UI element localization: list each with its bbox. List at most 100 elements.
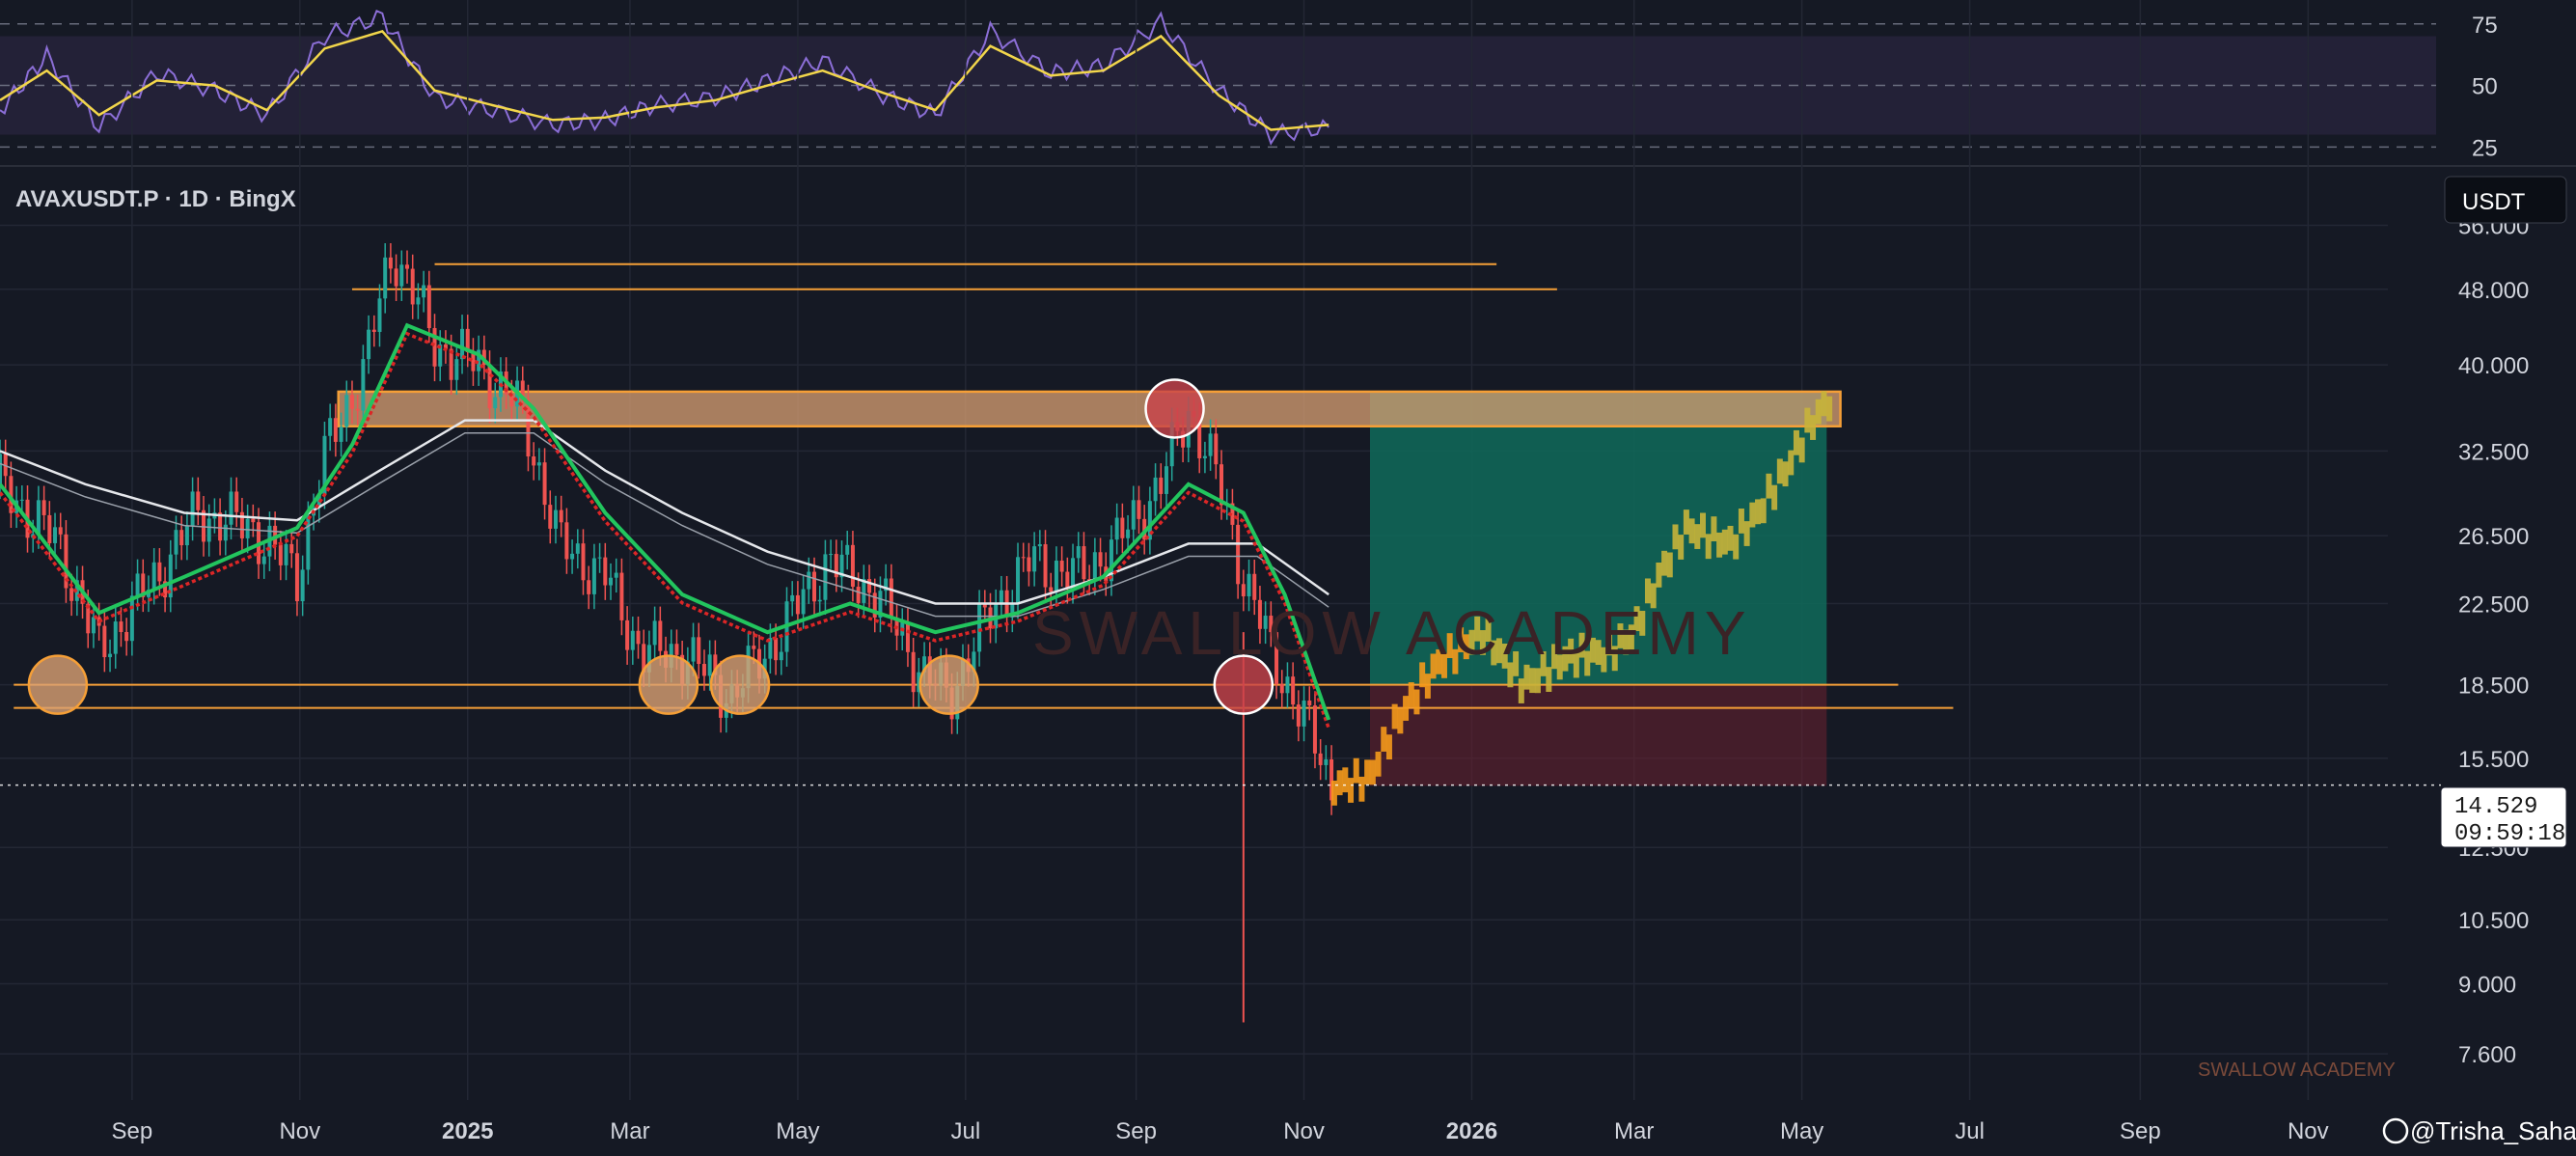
projection-candle: [1556, 654, 1563, 680]
projection-candle: [1562, 646, 1569, 672]
candle: [284, 530, 288, 581]
unit-badge[interactable]: [2444, 176, 2567, 224]
candle-body: [1082, 546, 1086, 580]
candle-body: [471, 352, 476, 372]
candle-body: [768, 638, 773, 659]
candle-body: [168, 554, 173, 598]
candle: [223, 509, 228, 556]
y-tick-label: 15.500: [2458, 747, 2529, 773]
projection-candle: [1440, 652, 1447, 678]
support-touch-circle: [638, 654, 699, 715]
brand-label: SWALLOW ACADEMY: [2198, 1060, 2396, 1081]
projection-candle: [1826, 396, 1833, 422]
candle-body: [278, 544, 283, 565]
candle-body: [1164, 466, 1168, 494]
candle: [1153, 463, 1158, 516]
candle: [1109, 525, 1113, 596]
candle-body: [674, 644, 679, 655]
candle-body: [1230, 503, 1235, 525]
candle: [405, 250, 410, 284]
candle: [1230, 488, 1235, 540]
x-tick-label: May: [1780, 1118, 1823, 1144]
projection-candle: [1639, 611, 1646, 636]
candle: [1257, 586, 1262, 645]
candle-body: [1114, 517, 1119, 540]
candle-body: [707, 654, 712, 676]
candle-body: [509, 394, 514, 407]
candle-body: [1241, 584, 1246, 597]
candle: [1131, 485, 1136, 545]
candle: [493, 382, 498, 424]
projection-candle: [1721, 529, 1728, 555]
projection-candle: [1766, 473, 1772, 499]
candle-body: [261, 556, 266, 564]
candle-body: [1092, 552, 1097, 581]
zones: [14, 262, 1954, 786]
candle-body: [697, 637, 701, 665]
candle-body: [449, 348, 453, 380]
candle: [1126, 514, 1131, 554]
projection-candle: [1330, 780, 1337, 806]
candle-body: [443, 344, 448, 349]
candle-body: [481, 349, 486, 365]
profit-zone: [1369, 391, 1827, 685]
candle-body: [1263, 616, 1268, 629]
projection-candle: [1633, 606, 1640, 632]
candle: [1263, 601, 1268, 645]
credit-text[interactable]: @Trisha_Saha: [2410, 1116, 2576, 1145]
candle-body: [306, 515, 311, 570]
candle-body: [1087, 579, 1092, 581]
candle-body: [1043, 544, 1048, 588]
candle-body: [1032, 546, 1037, 572]
candle-body: [542, 462, 547, 506]
candle: [41, 485, 46, 531]
candle: [817, 585, 822, 617]
candle: [371, 315, 376, 347]
candle: [1021, 542, 1026, 572]
projection-candle: [1705, 534, 1712, 560]
candle-body: [817, 599, 822, 602]
candle-body: [625, 619, 630, 650]
candle-body: [86, 603, 91, 634]
candle-body: [829, 554, 834, 556]
credit-label[interactable]: @Trisha_Saha: [2382, 1116, 2576, 1145]
candle-body: [597, 557, 602, 559]
candle-body: [1247, 573, 1251, 597]
candle-body: [977, 604, 982, 652]
candle-body: [845, 544, 850, 555]
candle-body: [839, 554, 844, 578]
candle: [1065, 557, 1070, 604]
projection-candle: [1523, 664, 1530, 690]
x-tick-label: 2025: [442, 1118, 493, 1144]
candle: [113, 607, 118, 669]
candle-body: [795, 594, 800, 615]
candle-body: [223, 524, 228, 541]
candle-body: [713, 654, 718, 675]
candle-body: [1153, 477, 1158, 502]
candle-body: [377, 298, 382, 332]
projection-candle: [1656, 562, 1662, 588]
projection-candle: [1788, 450, 1795, 476]
candle: [383, 243, 388, 314]
candle: [834, 539, 838, 592]
candle-body: [1291, 676, 1296, 705]
candle-body: [999, 590, 1003, 604]
candle-body: [564, 522, 569, 560]
projection-candle: [1595, 640, 1602, 666]
candle: [872, 578, 877, 633]
projection-candle: [1513, 650, 1520, 676]
candle: [394, 254, 398, 301]
candle: [64, 520, 69, 603]
x-tick-label: Jul: [950, 1118, 980, 1144]
projection-candle: [1793, 429, 1799, 455]
unit-selector[interactable]: USDT: [2444, 176, 2567, 224]
candle-body: [774, 638, 779, 661]
candle-body: [1049, 587, 1054, 592]
support-touch-circle: [918, 654, 979, 715]
unit-label[interactable]: USDT: [2462, 189, 2526, 215]
candle: [206, 504, 211, 557]
candle-body: [1037, 544, 1042, 547]
candle-body: [410, 268, 415, 305]
candle: [245, 504, 250, 554]
candle-body: [642, 644, 646, 673]
